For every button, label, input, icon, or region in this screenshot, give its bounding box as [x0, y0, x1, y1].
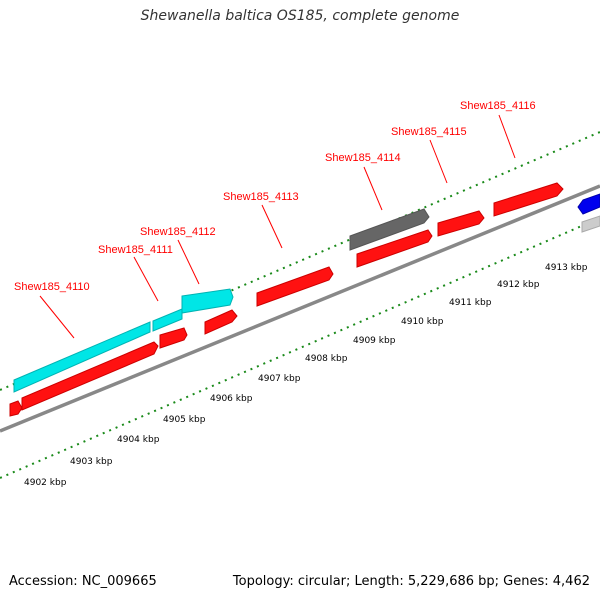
- gene-label: Shew185_4115: [391, 126, 467, 138]
- genome-summary-text: Topology: circular; Length: 5,229,686 bp…: [232, 574, 590, 589]
- gene-arrow: [493, 182, 564, 217]
- cds-feature: [181, 288, 234, 314]
- leader-line: [261, 204, 283, 249]
- genome-backbone: [0, 184, 600, 433]
- ruler-label: 4911 kbp: [449, 298, 492, 308]
- gene-arrow: [9, 400, 23, 417]
- gene-arrow: [356, 229, 433, 268]
- ruler-label: 4912 kbp: [497, 280, 540, 290]
- pseudo-gene-feature: [349, 208, 430, 251]
- leader-line: [429, 139, 448, 184]
- ruler-label: 4903 kbp: [70, 457, 113, 467]
- cds-feature-group: [13, 288, 234, 393]
- ruler-label: 4906 kbp: [210, 394, 253, 404]
- ruler-label: 4908 kbp: [305, 354, 348, 364]
- gene-labels: Shew185_4110 Shew185_4111 Shew185_4112 S…: [14, 100, 536, 293]
- leader-line: [39, 295, 75, 339]
- gene-label: Shew185_4114: [325, 152, 401, 164]
- gene-arrow: [204, 309, 238, 335]
- ruler-label: 4913 kbp: [545, 263, 588, 273]
- gene-arrow: [437, 210, 485, 237]
- leader-line: [498, 114, 516, 159]
- gene-label: Shew185_4116: [460, 100, 536, 112]
- ruler-labels: 4902 kbp 4903 kbp 4904 kbp 4905 kbp 4906…: [24, 263, 588, 488]
- gene-label: Shew185_4112: [140, 226, 216, 238]
- ruler-label: 4907 kbp: [258, 374, 301, 384]
- gene-label: Shew185_4113: [223, 191, 299, 203]
- gene-label: Shew185_4110: [14, 281, 90, 293]
- gene-arrow: [256, 266, 334, 307]
- gene-feature-group: [9, 182, 564, 417]
- ruler-label: 4904 kbp: [117, 435, 160, 445]
- leader-line: [133, 256, 159, 302]
- accession-text: Accession: NC_009665: [9, 574, 157, 589]
- cds-feature: [152, 308, 183, 332]
- other-feature: [581, 215, 600, 233]
- leader-line: [177, 239, 200, 285]
- gene-leader-lines: [39, 114, 516, 339]
- gene-arrow: [21, 341, 159, 411]
- leader-line: [363, 166, 383, 211]
- ruler-label: 4909 kbp: [353, 336, 396, 346]
- ruler-label: 4905 kbp: [163, 415, 206, 425]
- gene-arrow: [159, 327, 188, 349]
- cds-feature: [13, 321, 151, 393]
- reverse-gene-feature: [577, 193, 600, 215]
- map-title: Shewanella baltica OS185, complete genom…: [140, 8, 460, 24]
- ruler-label: 4902 kbp: [24, 478, 67, 488]
- ruler-label: 4910 kbp: [401, 317, 444, 327]
- gene-label: Shew185_4111: [98, 244, 173, 256]
